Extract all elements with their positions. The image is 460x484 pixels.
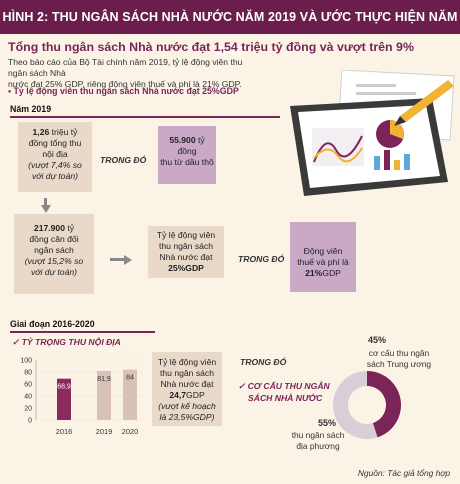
tax-fee-value: 21% bbox=[305, 268, 323, 278]
domestic-share-bar-chart: 100 80 60 40 20 0 68,9 2016 81,9 2019 84 2020 bbox=[20, 358, 144, 436]
central-share-label-1: cơ cấu thu ngân bbox=[368, 348, 430, 358]
budget-structure-donut bbox=[333, 371, 401, 439]
source-note: Nguồn: Tác giả tổng hợp bbox=[357, 468, 450, 478]
y-tick-label: 80 bbox=[24, 370, 32, 377]
period-mobilization-value: 24,7 bbox=[169, 390, 187, 400]
crude-oil-revenue-box: 55.900 tỷ đồng thu từ dầu thô bbox=[158, 126, 216, 184]
budget-balance-line-2: đồng cân đối bbox=[29, 234, 79, 244]
mobilization-rate-box: Tỷ lệ động viên thu ngân sách Nhà nước đ… bbox=[148, 226, 224, 278]
headline: Tổng thu ngân sách Nhà nước đạt 1,54 tri… bbox=[8, 40, 414, 54]
tax-fee-line-1: Động viên bbox=[303, 246, 343, 256]
bar-value-label: 81,9 bbox=[97, 376, 111, 383]
crude-oil-unit: tỷ bbox=[198, 135, 205, 145]
infographic-title: HÌNH 2: THU NGÂN SÁCH NHÀ NƯỚC NĂM 2019 … bbox=[0, 0, 460, 58]
domestic-revenue-note-2: với dự toán) bbox=[32, 171, 78, 181]
budget-balance-box: 217.900 tỷ đồng cân đối ngân sách (vượt … bbox=[14, 214, 94, 294]
local-share-label-2: địa phương bbox=[296, 440, 340, 451]
pencil-icon bbox=[394, 80, 454, 126]
budget-balance-unit: tỷ bbox=[67, 223, 75, 233]
arrow-down-stem bbox=[44, 198, 47, 206]
local-share-slice bbox=[333, 371, 378, 439]
domestic-revenue-note-1: (vượt 7,4% so bbox=[28, 160, 82, 170]
tax-fee-suffix: GDP bbox=[322, 268, 341, 278]
bar-2016 bbox=[57, 378, 71, 420]
crude-oil-value: 55.900 bbox=[169, 135, 196, 145]
local-share-label: thu ngân sách địa phương bbox=[270, 430, 366, 451]
domestic-revenue-value: 1,26 bbox=[32, 127, 50, 137]
trong-do-label-3: TRONG ĐÓ bbox=[240, 357, 287, 367]
period-mobilization-box: Tỷ lệ động viên thu ngân sách Nhà nước đ… bbox=[152, 352, 222, 426]
central-share-label-2: sách Trung ương bbox=[366, 358, 432, 369]
bar-value-label: 68,9 bbox=[57, 384, 71, 391]
period-mobilization-note-2: là 23,5%GDP) bbox=[159, 412, 215, 422]
tablet-device bbox=[290, 98, 448, 196]
bar-value-label: 84 bbox=[126, 375, 134, 382]
x-category-label: 2016 bbox=[56, 427, 72, 436]
mobilization-rate-value: 25%GDP bbox=[168, 263, 204, 273]
tax-fee-box: Động viên thuế và phí là 21%GDP bbox=[290, 222, 356, 292]
mobilization-rate-line-2: thu ngân sách bbox=[159, 241, 213, 251]
trong-do-label-1: TRONG ĐÓ bbox=[100, 155, 147, 165]
year-2019-label: Năm 2019 bbox=[10, 104, 52, 114]
structure-title-2: SÁCH NHÀ NƯỚC bbox=[248, 393, 323, 403]
trong-do-label-2: TRONG ĐÓ bbox=[238, 254, 285, 264]
period-mobilization-line-1: Tỷ lệ động viên bbox=[157, 357, 217, 367]
bar-2019 bbox=[97, 370, 111, 420]
y-tick-label: 60 bbox=[24, 382, 32, 389]
local-share-label-1: thu ngân sách bbox=[291, 430, 345, 440]
budget-balance-note-1: (vượt 15,2% so bbox=[24, 256, 84, 266]
intro-line-2: nước đạt 25% GDP, riêng động viên thuế v… bbox=[8, 79, 242, 89]
section-bullet: ▪ Tỷ lệ động viên thu ngân sách Nhà nước… bbox=[8, 86, 239, 96]
period-mobilization-suffix: GDP bbox=[186, 390, 205, 400]
tablet-illustration bbox=[290, 70, 455, 196]
intro-line-1: Theo báo cáo của Bộ Tài chính năm 2019, … bbox=[8, 57, 243, 78]
year-2019-divider bbox=[10, 116, 280, 118]
central-share-slice bbox=[367, 371, 401, 438]
central-share-pct: 45% bbox=[368, 335, 387, 345]
mobilization-rate-line-3: Nhà nước đạt bbox=[159, 252, 213, 262]
structure-title-1: ✓ CƠ CẤU THU NGÂN bbox=[238, 381, 330, 391]
mobilization-rate-line-1: Tỷ lệ động viên bbox=[156, 230, 216, 240]
period-divider bbox=[10, 331, 155, 333]
crude-oil-line-3: thu từ dầu thô bbox=[160, 157, 214, 167]
local-share-pct: 55% bbox=[318, 418, 337, 428]
bar-2020 bbox=[123, 369, 137, 420]
y-tick-label: 20 bbox=[24, 406, 32, 413]
domestic-revenue-unit: triệu tỷ bbox=[51, 127, 78, 137]
y-tick-label: 0 bbox=[28, 418, 32, 425]
x-category-label: 2019 bbox=[96, 427, 112, 436]
tax-fee-line-2: thuế và phí là bbox=[297, 257, 349, 267]
budget-balance-note-2: với dự toán) bbox=[31, 267, 77, 277]
budget-balance-line-3: ngân sách bbox=[34, 245, 74, 255]
arrow-right-icon bbox=[124, 254, 132, 265]
y-tick-label: 40 bbox=[24, 394, 32, 401]
budget-balance-value: 217.900 bbox=[33, 223, 65, 233]
period-label: Giai đoạn 2016-2020 bbox=[10, 319, 95, 329]
period-mobilization-note-1: (vượt kế hoạch bbox=[158, 401, 216, 411]
crude-oil-line-2: đồng bbox=[177, 146, 197, 156]
domestic-revenue-line-2: đồng tổng thu bbox=[28, 138, 82, 148]
x-category-label: 2020 bbox=[122, 427, 138, 436]
intro-text: Theo báo cáo của Bộ Tài chính năm 2019, … bbox=[8, 57, 258, 90]
period-mobilization-line-3: Nhà nước đạt bbox=[160, 379, 214, 389]
domestic-revenue-box: 1,26 triệu tỷ đồng tổng thu nội địa (vượ… bbox=[18, 122, 92, 192]
central-share-label: cơ cấu thu ngân sách Trung ương bbox=[340, 348, 458, 369]
arrow-right-stem bbox=[110, 258, 124, 261]
y-tick-label: 100 bbox=[20, 358, 32, 365]
arrow-down-icon bbox=[40, 205, 51, 213]
domestic-share-title: ✓ TỶ TRỌNG THU NỘI ĐỊA bbox=[12, 337, 121, 347]
domestic-revenue-line-3: nội địa bbox=[42, 149, 68, 159]
period-mobilization-line-2: thu ngân sách bbox=[160, 368, 214, 378]
